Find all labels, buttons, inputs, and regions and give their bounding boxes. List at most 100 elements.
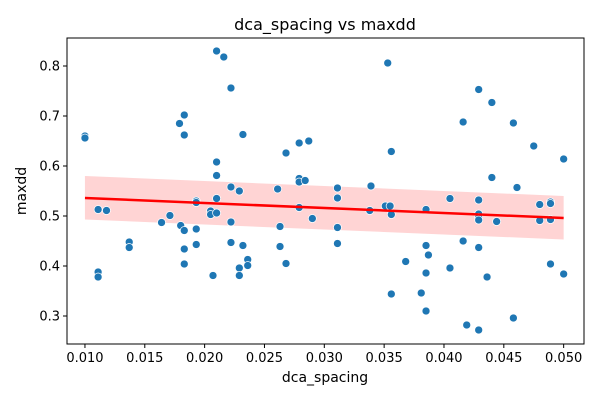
data-point <box>234 186 244 196</box>
data-point <box>482 272 492 282</box>
data-point <box>93 205 103 214</box>
x-tick-label: 0.030 <box>306 351 343 366</box>
data-point <box>546 259 555 269</box>
data-point <box>535 200 545 209</box>
y-tick-label: 0.7 <box>39 110 60 125</box>
data-point <box>509 313 518 323</box>
chart-title: dca_spacing vs maxdd <box>234 15 416 35</box>
data-point <box>212 157 221 167</box>
data-point <box>546 199 555 208</box>
data-point <box>401 257 411 266</box>
y-tick-label: 0.5 <box>39 210 60 225</box>
data-point <box>273 184 282 194</box>
data-point <box>416 288 426 298</box>
data-point <box>300 176 310 185</box>
data-point <box>234 271 244 280</box>
data-point <box>219 52 229 62</box>
data-point <box>208 271 218 280</box>
data-point <box>529 141 539 151</box>
data-point <box>487 98 497 107</box>
data-point <box>385 201 395 211</box>
data-point <box>212 46 221 56</box>
data-point <box>191 224 201 234</box>
data-point <box>474 215 484 225</box>
data-point <box>294 138 304 148</box>
data-point <box>179 110 189 120</box>
data-point <box>462 320 472 330</box>
data-point <box>474 325 484 335</box>
axes-frame <box>66 37 585 345</box>
data-point <box>281 259 291 268</box>
data-point <box>333 183 342 193</box>
y-tick-label: 0.4 <box>39 260 60 275</box>
data-point <box>226 217 236 227</box>
data-point <box>179 259 189 269</box>
data-point <box>238 130 248 139</box>
data-point <box>421 306 431 316</box>
x-tick-label: 0.050 <box>545 351 582 366</box>
y-tick-label: 0.3 <box>39 310 60 325</box>
data-point <box>492 217 501 226</box>
x-tick-label: 0.020 <box>186 351 223 366</box>
regression-line <box>84 196 564 220</box>
data-point <box>512 183 522 192</box>
data-point <box>275 222 285 231</box>
plot-area: 0.010 0.015 0.020 0.025 0.030 0.035 0.040 0.045… <box>39 37 585 366</box>
data-point <box>102 206 111 215</box>
data-point <box>424 250 433 260</box>
data-point <box>179 226 189 235</box>
data-point <box>212 194 221 203</box>
x-tick-label: 0.040 <box>425 351 462 366</box>
data-point <box>386 147 396 156</box>
x-tick-label: 0.035 <box>366 351 403 366</box>
data-point <box>124 243 134 252</box>
data-point <box>238 241 248 250</box>
data-point <box>509 118 518 128</box>
data-point <box>80 133 90 143</box>
data-point <box>157 218 166 227</box>
data-point <box>474 243 484 252</box>
data-point <box>458 236 468 246</box>
data-point <box>559 269 569 279</box>
data-point <box>179 130 189 140</box>
data-point <box>191 240 201 249</box>
data-point <box>559 154 569 164</box>
y-axis-label: maxdd <box>14 167 30 215</box>
data-point <box>226 83 236 93</box>
data-point <box>226 238 236 247</box>
data-point <box>445 263 455 273</box>
data-point <box>304 136 314 146</box>
data-point <box>366 181 376 191</box>
data-point <box>333 193 342 203</box>
data-point <box>386 289 396 299</box>
x-axis-label: dca_spacing <box>282 370 368 386</box>
data-point <box>175 119 184 128</box>
data-point <box>445 194 455 203</box>
data-point <box>333 239 342 248</box>
data-point <box>226 182 236 192</box>
data-point <box>165 211 175 220</box>
y-tick-label: 0.8 <box>39 60 60 75</box>
data-point <box>474 85 484 94</box>
data-point <box>93 272 103 282</box>
data-point <box>243 261 253 270</box>
data-point <box>487 173 497 182</box>
x-tick-label: 0.025 <box>246 351 283 366</box>
data-point <box>234 263 244 273</box>
x-tick-label: 0.010 <box>66 351 103 366</box>
x-tick-label: 0.045 <box>485 351 522 366</box>
data-point <box>212 208 221 218</box>
y-tick-label: 0.6 <box>39 160 60 175</box>
data-point <box>421 268 431 278</box>
data-point <box>474 195 484 205</box>
data-point <box>421 241 431 250</box>
x-tick-label: 0.015 <box>126 351 163 366</box>
data-point <box>275 242 285 251</box>
data-point <box>383 58 393 68</box>
data-point <box>307 214 317 223</box>
data-point <box>458 117 468 127</box>
data-point <box>179 244 189 254</box>
data-point <box>333 223 342 232</box>
